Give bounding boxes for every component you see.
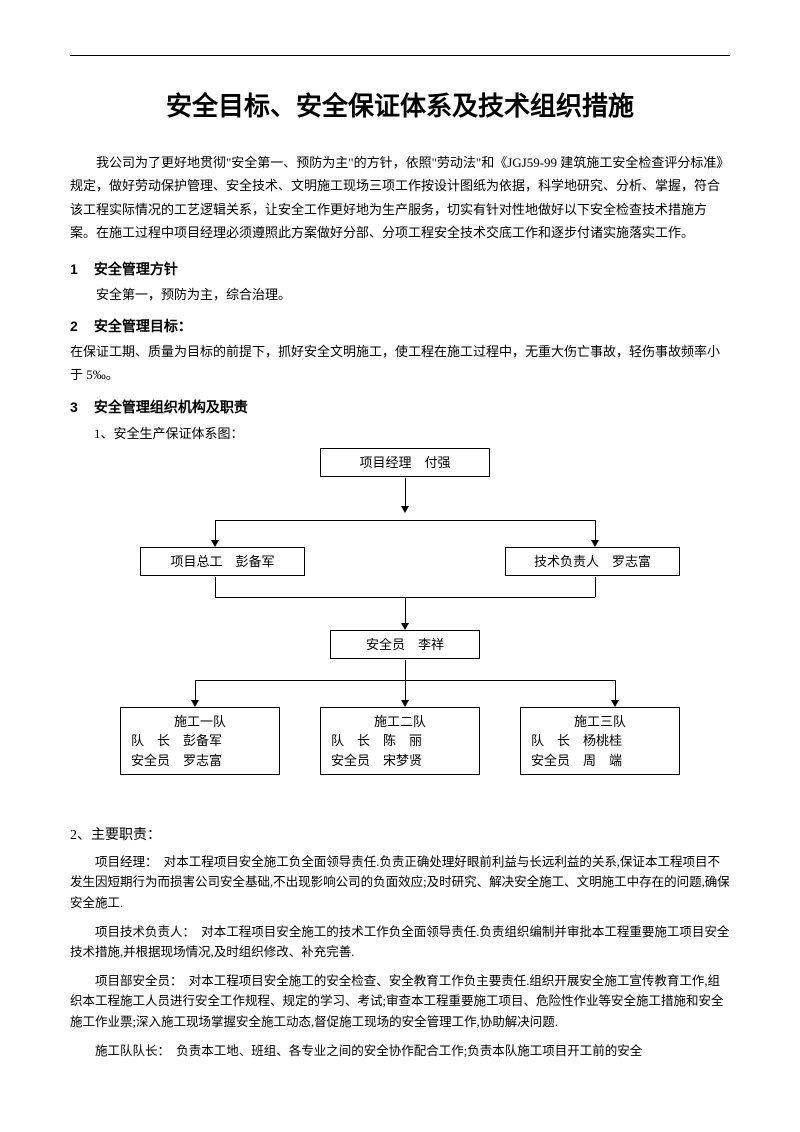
section-3-heading: 3 安全管理组织机构及职责 <box>70 397 730 417</box>
team3-line2: 队 长 杨桃桂 <box>531 731 669 751</box>
intro-paragraph: 我公司为了更好地贯彻"安全第一、预防为主"的方针，依照"劳动法"和《JGJ59-… <box>70 151 730 245</box>
arrow-down-icon <box>591 540 599 547</box>
resp-safety-officer: 项目部安全员： 对本工程项目安全施工的安全检查、安全教育工作负主要责任.组织开展… <box>70 971 730 1033</box>
node-team-1: 施工一队 队 长 彭备军 安全员 罗志富 <box>120 707 280 776</box>
arrow-down-icon <box>401 506 409 513</box>
org-chart: 项目经理 付强 项目总工 彭备军 技术负责人 罗志富 安全员 李祥 施工一队 队 <box>120 448 680 818</box>
section-2-heading: 2 安全管理目标： <box>70 316 730 336</box>
arrow-down-icon <box>401 700 409 707</box>
connector <box>405 478 406 508</box>
connector <box>405 660 406 680</box>
resp-tech-leader: 项目技术负责人： 对本工程项目安全施工的技术工作负全面领导责任.负责组织编制并审… <box>70 922 730 963</box>
resp-pm-role: 项目经理： <box>95 855 151 869</box>
arrow-down-icon <box>401 623 409 630</box>
resp-project-manager: 项目经理： 对本工程项目安全施工负全面领导责任.负责正确处理好眼前利益与长远利益… <box>70 852 730 914</box>
top-rule <box>70 55 730 56</box>
team3-line1: 施工三队 <box>531 712 669 732</box>
team1-line1: 施工一队 <box>131 712 269 732</box>
section-1-num: 1 <box>70 261 90 277</box>
node-project-manager: 项目经理 付强 <box>320 448 490 478</box>
connector <box>215 577 216 597</box>
connector <box>195 680 196 702</box>
connector <box>405 597 406 625</box>
team3-line3: 安全员 周 端 <box>531 751 669 771</box>
section-2-num: 2 <box>70 318 90 334</box>
connector <box>405 680 406 702</box>
section-1-heading: 1 安全管理方针 <box>70 259 730 279</box>
node-team-2: 施工二队 队 长 陈 丽 安全员 宋梦贤 <box>320 707 480 776</box>
resp-team-leader: 施工队队长： 负责本工地、班组、各专业之间的安全协作配合工作;负责本队施工项目开… <box>70 1041 730 1062</box>
section-1-body: 安全第一，预防为主，综合治理。 <box>70 283 730 306</box>
section-3-sub1: 1、安全生产保证体系图： <box>94 423 730 442</box>
connector <box>215 520 595 521</box>
resp-team-text: 负责本工地、班组、各专业之间的安全协作配合工作;负责本队施工项目开工前的安全 <box>164 1044 642 1058</box>
connector <box>615 680 616 702</box>
section-1-title: 安全管理方针 <box>94 261 178 277</box>
resp-tech-role: 项目技术负责人： <box>95 925 189 939</box>
node-tech-leader: 技术负责人 罗志富 <box>505 547 680 577</box>
page-title: 安全目标、安全保证体系及技术组织措施 <box>70 86 730 123</box>
resp-pm-text: 对本工程项目安全施工负全面领导责任.负责正确处理好眼前利益与长远利益的关系,保证… <box>70 855 730 910</box>
team1-line3: 安全员 罗志富 <box>131 751 269 771</box>
section-3-num: 3 <box>70 399 90 415</box>
team2-line2: 队 长 陈 丽 <box>331 731 469 751</box>
resp-safety-role: 项目部安全员： <box>95 974 176 988</box>
connector <box>595 520 596 542</box>
arrow-down-icon <box>611 700 619 707</box>
arrow-down-icon <box>211 540 219 547</box>
section-3-title: 安全管理组织机构及职责 <box>94 399 248 415</box>
node-chief-engineer: 项目总工 彭备军 <box>140 547 305 577</box>
team2-line1: 施工二队 <box>331 712 469 732</box>
node-team-3: 施工三队 队 长 杨桃桂 安全员 周 端 <box>520 707 680 776</box>
team1-line2: 队 长 彭备军 <box>131 731 269 751</box>
section-2-title: 安全管理目标： <box>94 318 192 334</box>
team2-line3: 安全员 宋梦贤 <box>331 751 469 771</box>
arrow-down-icon <box>191 700 199 707</box>
node-safety-officer: 安全员 李祥 <box>330 630 480 660</box>
connector <box>595 577 596 597</box>
page: 安全目标、安全保证体系及技术组织措施 我公司为了更好地贯彻"安全第一、预防为主"… <box>0 0 800 1132</box>
connector <box>215 520 216 542</box>
section-3-sub2: 2、主要职责： <box>70 824 730 844</box>
section-2-body: 在保证工期、质量为目标的前提下，抓好安全文明施工，使工程在施工过程中，无重大伤亡… <box>70 340 730 387</box>
resp-team-role: 施工队队长： <box>95 1044 164 1058</box>
